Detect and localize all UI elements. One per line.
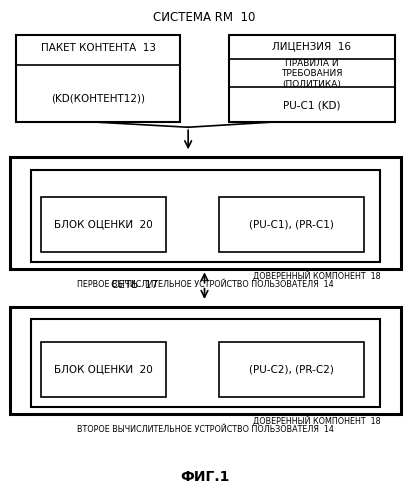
Text: (KD(КОНТЕНТ12)): (KD(КОНТЕНТ12)) xyxy=(51,94,145,104)
Text: ДОВЕРЕННЫЙ КОМПОНЕНТ  18: ДОВЕРЕННЫЙ КОМПОНЕНТ 18 xyxy=(253,416,380,426)
Bar xyxy=(41,197,166,252)
Text: ВТОРОЕ ВЫЧИСЛИТЕЛЬНОЕ УСТРОЙСТВО ПОЛЬЗОВАТЕЛЯ  14: ВТОРОЕ ВЫЧИСЛИТЕЛЬНОЕ УСТРОЙСТВО ПОЛЬЗОВ… xyxy=(77,425,334,434)
Text: СИСТЕМА RM  10: СИСТЕМА RM 10 xyxy=(153,11,256,24)
Bar xyxy=(219,342,364,397)
Text: ФИГ.1: ФИГ.1 xyxy=(180,470,229,484)
Bar xyxy=(16,35,180,122)
Text: ПАКЕТ КОНТЕНТА  13: ПАКЕТ КОНТЕНТА 13 xyxy=(40,42,156,52)
Text: (PU-C1), (PR-C1): (PU-C1), (PR-C1) xyxy=(249,220,334,230)
Text: БЛОК ОЦЕНКИ  20: БЛОК ОЦЕНКИ 20 xyxy=(54,364,153,374)
Text: ДОВЕРЕННЫЙ КОМПОНЕНТ  18: ДОВЕРЕННЫЙ КОМПОНЕНТ 18 xyxy=(253,271,380,281)
Bar xyxy=(41,342,166,397)
Bar xyxy=(10,157,401,269)
Bar xyxy=(10,307,401,414)
Bar xyxy=(229,35,395,122)
Text: СЕТЬ  17: СЕТЬ 17 xyxy=(112,280,158,290)
Text: ЛИЦЕНЗИЯ  16: ЛИЦЕНЗИЯ 16 xyxy=(272,42,351,52)
Text: (PU-C2), (PR-C2): (PU-C2), (PR-C2) xyxy=(249,364,334,374)
Bar xyxy=(219,197,364,252)
Text: ПЕРВОЕ ВЫЧИСЛИТЕЛЬНОЕ УСТРОЙСТВО ПОЛЬЗОВАТЕЛЯ  14: ПЕРВОЕ ВЫЧИСЛИТЕЛЬНОЕ УСТРОЙСТВО ПОЛЬЗОВ… xyxy=(77,280,334,289)
Text: PU-C1 (KD): PU-C1 (KD) xyxy=(283,100,341,110)
Text: БЛОК ОЦЕНКИ  20: БЛОК ОЦЕНКИ 20 xyxy=(54,220,153,230)
Text: ПРАВИЛА И
ТРЕБОВАНИЯ
(ПОЛИТИКА): ПРАВИЛА И ТРЕБОВАНИЯ (ПОЛИТИКА) xyxy=(281,58,343,89)
Bar xyxy=(31,319,380,407)
Bar xyxy=(31,170,380,262)
